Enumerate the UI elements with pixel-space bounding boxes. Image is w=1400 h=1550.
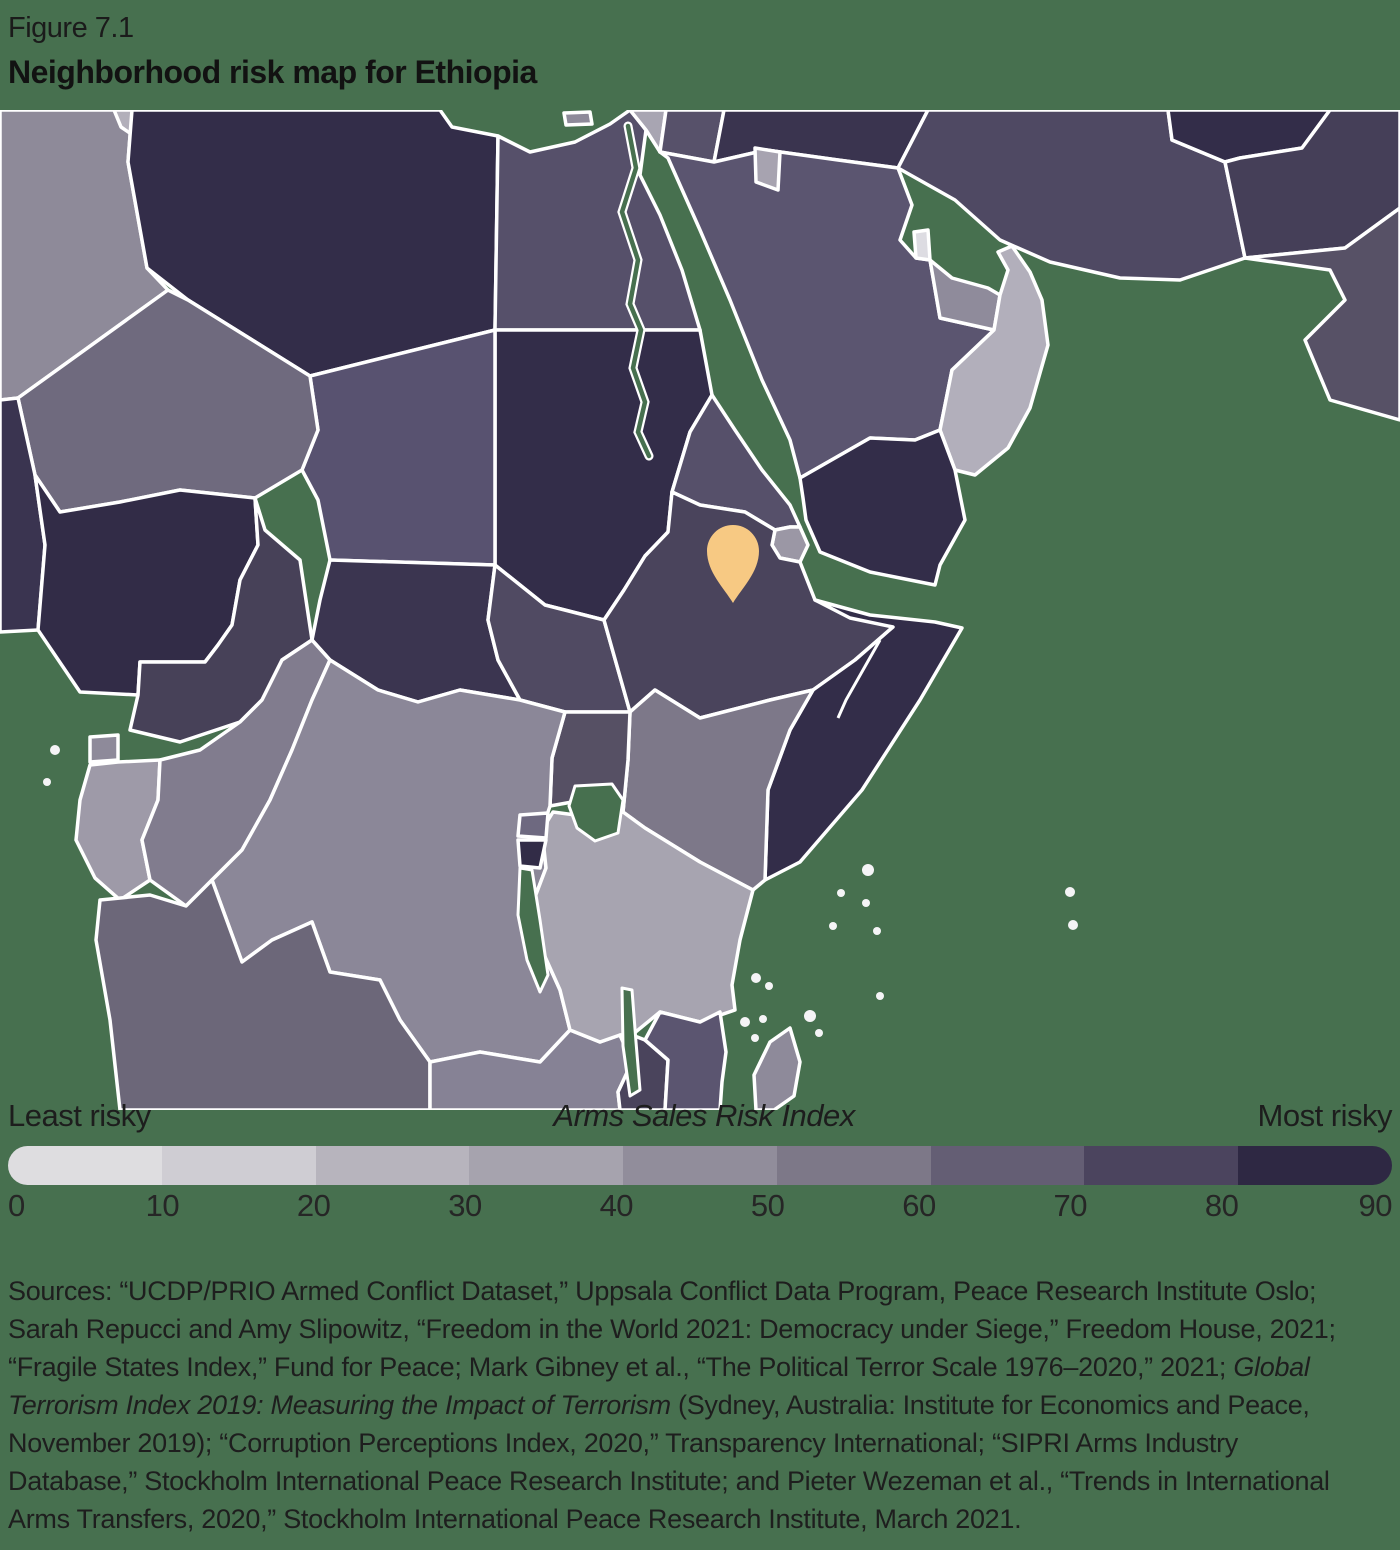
legend-segment — [161, 1146, 316, 1185]
source-line: Database,” Stockholm International Peace… — [8, 1466, 1330, 1496]
figure-label: Figure 7.1 — [8, 12, 134, 44]
country-pakistan — [1243, 206, 1400, 422]
source-line: Arms Transfers, 2020,” Stockholm Interna… — [8, 1504, 1022, 1534]
legend-tick: 80 — [1204, 1188, 1239, 1223]
island-dot — [1065, 887, 1075, 897]
legend-tick: 60 — [902, 1188, 936, 1223]
island-dot — [873, 927, 881, 935]
source-line: Terrorism Index 2019: Measuring the Impa… — [8, 1390, 1310, 1420]
legend-tick: 0 — [8, 1188, 25, 1223]
legend-left-label: Least risky — [8, 1098, 151, 1133]
island-dot — [862, 864, 874, 876]
island-dot — [876, 992, 884, 1000]
source-line: November 2019); “Corruption Perceptions … — [8, 1428, 1239, 1458]
country-equatorial_guinea — [88, 733, 120, 764]
country-oman — [938, 244, 1050, 477]
legend-segment — [930, 1146, 1085, 1185]
internal-border-line — [836, 639, 882, 719]
legend-segment — [776, 1146, 931, 1185]
lake — [567, 782, 625, 843]
legend-segment — [8, 1146, 162, 1185]
island-dot — [829, 922, 837, 930]
country-cyprus — [562, 110, 594, 127]
island-dot — [50, 745, 60, 755]
island-dot — [815, 1029, 823, 1037]
legend-tick: 90 — [1358, 1188, 1392, 1223]
legend-tick: 70 — [1053, 1188, 1088, 1223]
risk-map — [0, 110, 1400, 1110]
island-dot — [740, 1017, 750, 1027]
lake — [620, 986, 642, 1098]
island-dot — [1068, 920, 1078, 930]
country-rwanda — [516, 811, 550, 840]
island-dot — [751, 1034, 759, 1042]
legend-labels: Least risky Arms Sales Risk Index Most r… — [8, 1098, 1392, 1134]
legend-segment — [469, 1146, 624, 1185]
island-dot — [43, 778, 51, 786]
island-dot — [804, 1010, 816, 1022]
figure-title: Neighborhood risk map for Ethiopia — [8, 54, 537, 90]
ethiopia-location-pin — [707, 525, 759, 603]
country-burundi — [516, 838, 548, 870]
legend-right-label: Most risky — [1257, 1098, 1393, 1133]
source-line: Sarah Repucci and Amy Slipowitz, “Freedo… — [8, 1314, 1336, 1344]
island-dot — [862, 899, 870, 907]
legend-segment — [1084, 1146, 1239, 1185]
country-yemen — [798, 428, 967, 587]
sources-note: Sources: “UCDP/PRIO Armed Conflict Datas… — [8, 1272, 1396, 1538]
legend-segment — [623, 1146, 777, 1185]
country-qatar — [912, 228, 932, 262]
country-kuwait — [753, 146, 782, 192]
legend-color-bar — [8, 1146, 1392, 1185]
country-madagascar — [752, 1026, 802, 1110]
island-dot — [765, 982, 773, 990]
legend-tick: 30 — [448, 1188, 482, 1223]
legend-tick: 20 — [296, 1188, 331, 1223]
source-line: “Fragile States Index,” Fund for Peace; … — [8, 1352, 1310, 1382]
legend-tick: 10 — [145, 1188, 180, 1223]
country-cameroon — [128, 496, 314, 744]
source-line: Sources: “UCDP/PRIO Armed Conflict Datas… — [8, 1276, 1317, 1306]
island-dot — [837, 889, 845, 897]
legend-segment — [315, 1146, 470, 1185]
legend-tick-labels: 0 10 20 30 40 50 60 70 80 90 — [8, 1188, 1392, 1224]
lake — [516, 866, 550, 994]
island-dot — [751, 973, 761, 983]
legend-segment — [1238, 1146, 1392, 1185]
legend-tick: 40 — [599, 1188, 634, 1223]
legend-title: Arms Sales Risk Index — [553, 1098, 855, 1133]
island-dot — [759, 1015, 767, 1023]
nile-river — [619, 123, 652, 459]
legend-tick: 50 — [750, 1188, 785, 1223]
country-mozambique — [643, 1010, 728, 1110]
country-uae — [928, 258, 1002, 332]
